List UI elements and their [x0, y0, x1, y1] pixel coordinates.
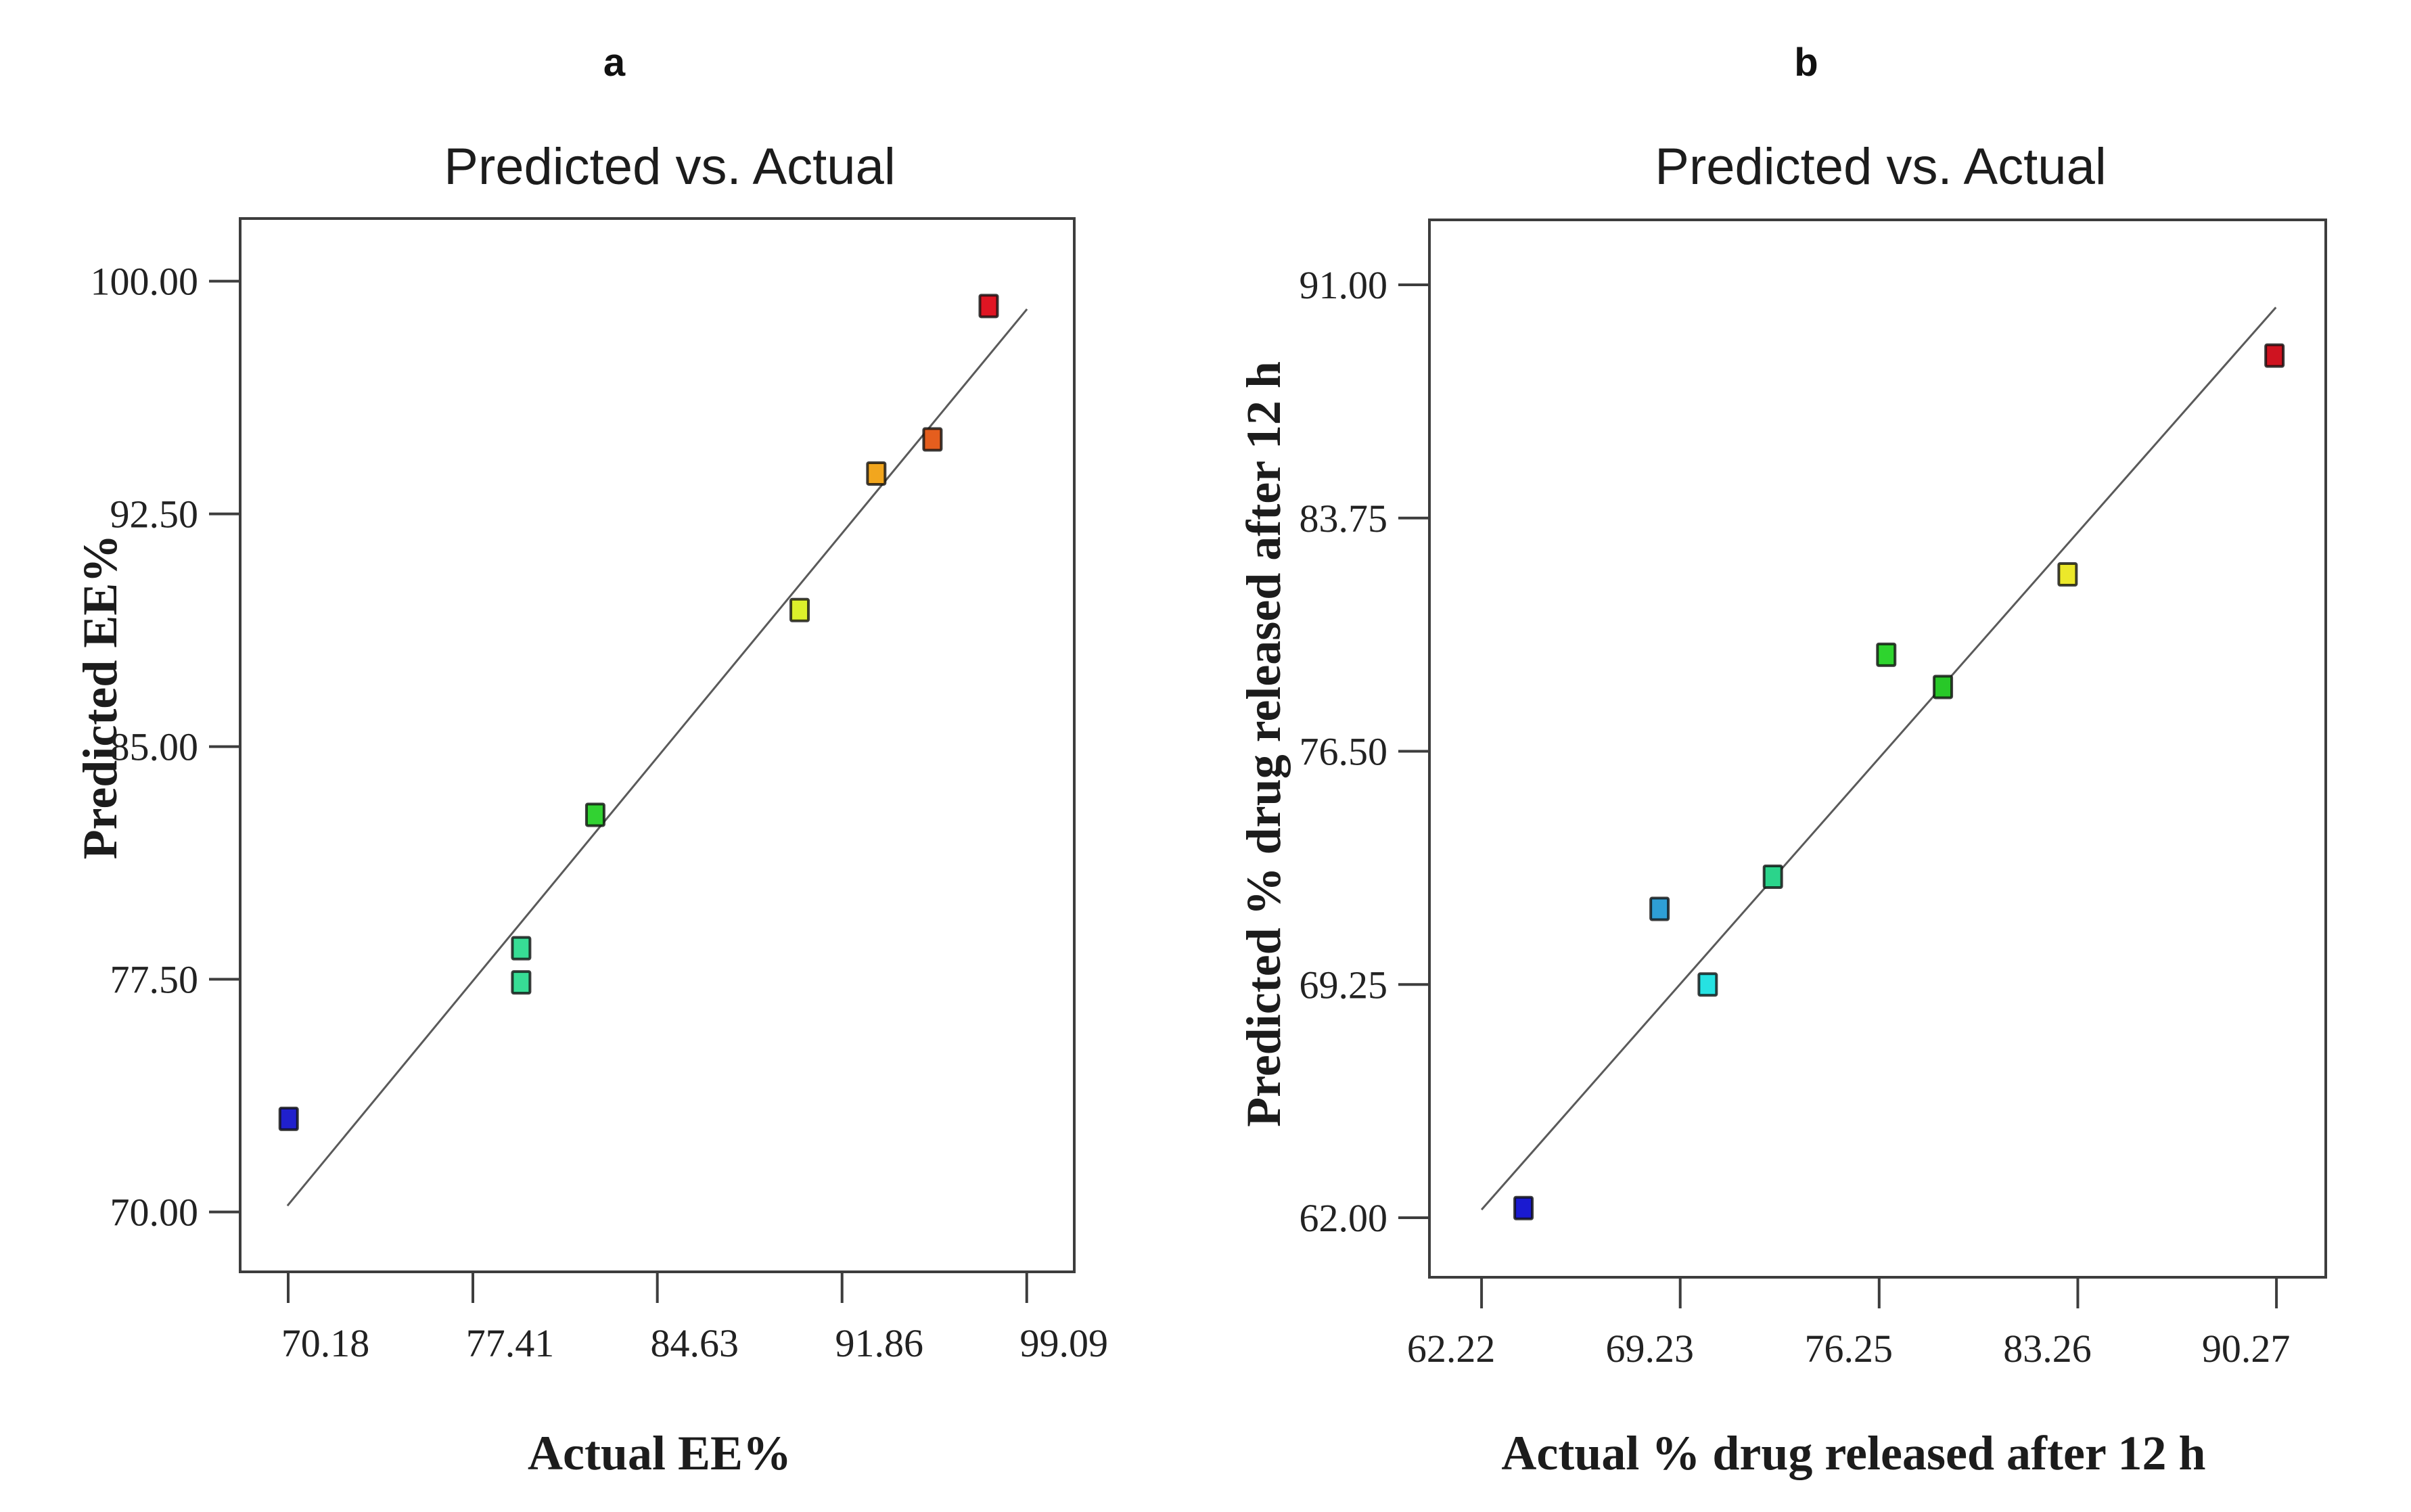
x-tick-label: 91.86: [835, 1321, 923, 1365]
data-point: [978, 294, 999, 319]
y-tick-label: 62.00: [1300, 1196, 1388, 1240]
data-point: [1697, 972, 1718, 997]
panel-a-title: Predicted vs. Actual: [444, 138, 895, 196]
data-point: [1876, 642, 1897, 667]
data-point: [789, 597, 810, 622]
y-tick-label: 69.25: [1300, 963, 1388, 1007]
data-point: [1762, 864, 1783, 889]
data-point: [2264, 343, 2285, 368]
panel-a-plot-area: 70.18 77.41 84.63 91.86 99.09 100.00 92.50 85.0…: [91, 217, 1109, 1365]
x-tick-label: 70.18: [281, 1321, 370, 1365]
panel-a: a Predicted vs. Actual Actual EE% Predic…: [73, 41, 1108, 1480]
data-point: [866, 461, 887, 486]
plot-box: [239, 217, 1076, 1273]
y-tick-label: 76.50: [1300, 730, 1388, 774]
data-point: [1933, 674, 1954, 700]
panel-b-plot-area: 62.22 69.23 76.25 83.26 90.27 91.00 83.75 76.50…: [1300, 219, 2327, 1371]
x-tick-label: 77.41: [466, 1321, 555, 1365]
data-point: [511, 936, 532, 961]
y-tick-label: 85.00: [110, 725, 199, 769]
x-tick-label: 99.09: [1020, 1321, 1109, 1365]
x-tick-label: 76.25: [1805, 1327, 1893, 1371]
y-tick-label: 91.00: [1300, 263, 1388, 307]
y-tick-label: 100.00: [91, 260, 199, 304]
identity-line: [286, 308, 1028, 1207]
y-tick-label: 77.50: [110, 958, 199, 1002]
x-tick-label: 83.26: [2003, 1327, 2092, 1371]
data-point: [278, 1106, 299, 1131]
panel-a-letter: a: [603, 41, 626, 85]
data-point: [584, 802, 605, 827]
panel-a-yaxis-title: Predicted EE%: [73, 534, 127, 860]
identity-line: [1480, 306, 2277, 1211]
y-tick-label: 83.75: [1300, 497, 1388, 541]
data-point: [511, 970, 532, 995]
panel-b-title: Predicted vs. Actual: [1655, 138, 2106, 196]
panel-b-xaxis-title: Actual % drug released after 12 h: [1501, 1426, 2205, 1480]
x-tick-label: 62.22: [1407, 1327, 1496, 1371]
y-tick-label: 92.50: [110, 492, 199, 536]
data-point: [1513, 1195, 1534, 1220]
x-tick-label: 69.23: [1605, 1327, 1694, 1371]
data-point: [1649, 896, 1670, 921]
x-tick-label: 84.63: [650, 1321, 739, 1365]
panel-b: b Predicted vs. Actual Actual % drug rel…: [1237, 41, 2327, 1480]
panel-a-xaxis-title: Actual EE%: [528, 1426, 791, 1480]
panel-b-letter: b: [1794, 41, 1818, 85]
data-point: [2057, 562, 2078, 587]
panel-b-yaxis-title: Predicted % drug released after 12 h: [1237, 361, 1291, 1127]
plot-box: [1428, 219, 2327, 1279]
x-tick-label: 90.27: [2202, 1327, 2291, 1371]
data-point: [922, 427, 943, 452]
y-tick-label: 70.00: [110, 1190, 199, 1234]
